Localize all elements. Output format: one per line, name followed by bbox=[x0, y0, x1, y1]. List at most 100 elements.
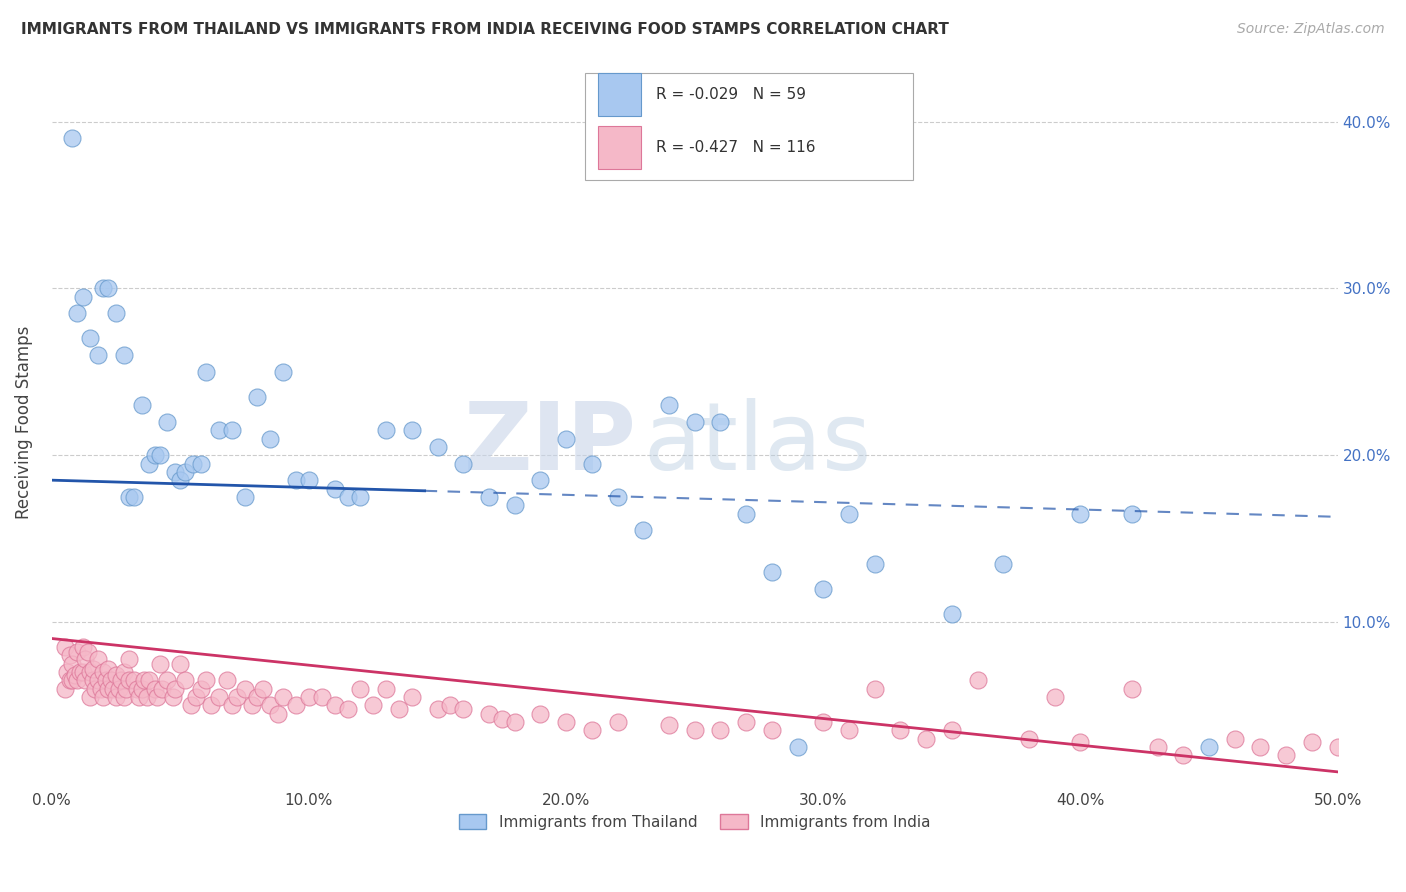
Point bbox=[1069, 735, 1091, 749]
Point bbox=[180, 698, 202, 713]
Point bbox=[252, 681, 274, 696]
Point bbox=[259, 698, 281, 713]
Point bbox=[208, 423, 231, 437]
Point bbox=[1121, 507, 1143, 521]
FancyBboxPatch shape bbox=[585, 73, 914, 180]
Point bbox=[259, 432, 281, 446]
Text: R = -0.029   N = 59: R = -0.029 N = 59 bbox=[657, 87, 806, 103]
Point bbox=[105, 668, 128, 682]
Point bbox=[60, 131, 83, 145]
Point bbox=[184, 690, 207, 704]
Point bbox=[82, 673, 104, 688]
Point bbox=[107, 681, 129, 696]
Point bbox=[149, 448, 172, 462]
Point bbox=[709, 723, 731, 738]
Point bbox=[658, 398, 681, 412]
Point bbox=[82, 661, 104, 675]
Point bbox=[240, 698, 263, 713]
Point bbox=[555, 432, 578, 446]
Point bbox=[478, 490, 501, 504]
Legend: Immigrants from Thailand, Immigrants from India: Immigrants from Thailand, Immigrants fro… bbox=[453, 807, 936, 836]
Point bbox=[122, 490, 145, 504]
Point bbox=[79, 331, 101, 345]
Point bbox=[633, 523, 655, 537]
Point bbox=[838, 507, 860, 521]
Point bbox=[285, 698, 308, 713]
Point bbox=[503, 714, 526, 729]
Point bbox=[69, 665, 91, 679]
Point bbox=[100, 673, 122, 688]
Point bbox=[60, 657, 83, 671]
Point bbox=[336, 490, 359, 504]
Point bbox=[221, 423, 243, 437]
Point bbox=[169, 657, 191, 671]
Point bbox=[761, 723, 783, 738]
Point bbox=[838, 723, 860, 738]
Point bbox=[181, 457, 204, 471]
Point bbox=[112, 348, 135, 362]
Point bbox=[267, 706, 290, 721]
Point bbox=[165, 681, 187, 696]
Point bbox=[1301, 735, 1323, 749]
Point bbox=[174, 673, 197, 688]
Point bbox=[110, 673, 132, 688]
Point bbox=[813, 714, 835, 729]
Point bbox=[59, 673, 82, 688]
Point bbox=[1121, 681, 1143, 696]
Point bbox=[143, 681, 166, 696]
Point bbox=[66, 306, 89, 320]
Point bbox=[503, 498, 526, 512]
Point bbox=[709, 415, 731, 429]
Point bbox=[813, 582, 835, 596]
Point bbox=[401, 423, 423, 437]
Point bbox=[478, 706, 501, 721]
Point bbox=[60, 673, 83, 688]
Point bbox=[863, 557, 886, 571]
Point bbox=[190, 681, 212, 696]
Point bbox=[311, 690, 333, 704]
Point bbox=[195, 673, 218, 688]
Point bbox=[138, 673, 160, 688]
Point bbox=[221, 698, 243, 713]
Point bbox=[1250, 739, 1272, 754]
Point bbox=[125, 681, 148, 696]
Point bbox=[66, 673, 89, 688]
Point bbox=[112, 665, 135, 679]
Point bbox=[233, 681, 256, 696]
Point bbox=[135, 690, 157, 704]
Point bbox=[683, 415, 706, 429]
Point bbox=[271, 365, 294, 379]
Point bbox=[72, 290, 94, 304]
Point bbox=[79, 665, 101, 679]
Point bbox=[128, 690, 150, 704]
Point bbox=[118, 651, 141, 665]
Point bbox=[66, 645, 89, 659]
Text: atlas: atlas bbox=[644, 398, 872, 490]
Point bbox=[165, 465, 187, 479]
Point bbox=[735, 714, 758, 729]
Point bbox=[1275, 748, 1298, 763]
Point bbox=[298, 690, 321, 704]
Point bbox=[451, 457, 474, 471]
Point bbox=[215, 673, 238, 688]
Point bbox=[439, 698, 461, 713]
Point bbox=[323, 698, 346, 713]
Point bbox=[941, 723, 963, 738]
Point bbox=[233, 490, 256, 504]
Point bbox=[63, 668, 86, 682]
Point bbox=[1326, 739, 1348, 754]
Point bbox=[993, 557, 1015, 571]
Point bbox=[426, 440, 449, 454]
Point bbox=[529, 473, 551, 487]
Point bbox=[208, 690, 231, 704]
Text: ZIP: ZIP bbox=[464, 398, 637, 490]
Point bbox=[76, 645, 98, 659]
Point bbox=[91, 665, 114, 679]
Bar bbox=[598, 127, 641, 169]
Point bbox=[105, 306, 128, 320]
Text: R = -0.427   N = 116: R = -0.427 N = 116 bbox=[657, 140, 815, 155]
Point bbox=[375, 681, 398, 696]
Point bbox=[336, 701, 359, 715]
Point bbox=[581, 457, 603, 471]
Point bbox=[361, 698, 384, 713]
